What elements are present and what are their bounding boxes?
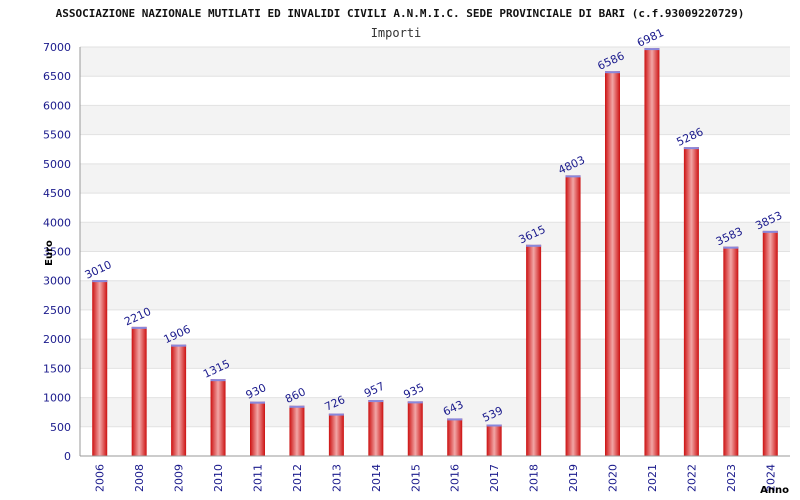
bar [644,48,660,457]
bar [526,244,542,456]
x-tick-label: 2016 [449,464,462,492]
y-axis-label: Euro [44,240,55,266]
grid-bands [80,46,790,457]
y-tick-label: 1000 [43,392,71,405]
grid-band [80,163,790,194]
y-tick-label: 1500 [43,362,71,375]
bar [171,344,187,456]
bar [368,400,384,456]
bar-top [683,147,699,150]
bar [762,230,778,456]
y-tick-label: 3000 [43,275,71,288]
y-tick-label: 7000 [43,41,71,54]
bar [565,175,581,457]
y-tick-label: 2500 [43,304,71,317]
grid-band [80,47,790,77]
x-tick-label: 2014 [370,464,383,492]
y-tick-label: 6500 [43,70,71,83]
bar-value-label: 6981 [635,26,666,50]
x-tick-label: 2019 [567,464,580,492]
y-tick-label: 500 [50,421,71,434]
bar-top [486,424,502,427]
bar-top [605,71,620,74]
bar [683,147,699,456]
x-axis-ticks: 2006 2008 2009 2010 2011 2012 2013 2014 2015 2016… [94,464,778,492]
x-tick-label: 2024 [764,464,777,492]
x-tick-label: 2020 [607,464,620,492]
bar-top [723,246,739,249]
bar [447,418,463,456]
bar [328,413,344,456]
bar-value-label: 3010 [83,258,114,282]
x-axis-label: Anno [760,485,789,496]
y-tick-label: 2000 [43,333,71,346]
bar-top [289,405,305,408]
bar-top [210,379,226,382]
grid-band [80,339,790,369]
bar-top [131,326,147,329]
x-tick-label: 2008 [133,464,146,492]
grid-band [80,222,790,252]
bar-top [407,401,423,404]
bar [250,401,265,456]
y-tick-label: 4000 [43,216,71,229]
x-tick-label: 2022 [685,464,698,492]
y-tick-label: 5000 [43,158,71,171]
x-tick-label: 2010 [212,464,225,492]
bar-top [526,244,542,247]
x-tick-label: 2015 [409,464,422,492]
y-tick-label: 6000 [43,99,71,112]
bar [605,71,620,457]
x-tick-label: 2011 [252,464,265,492]
bar [723,246,739,456]
bar [92,280,108,456]
bar-top [762,230,778,233]
x-tick-label: 2023 [725,464,738,492]
y-tick-label: 4500 [43,187,71,200]
bar [407,401,423,456]
chart-subtitle: Importi [371,26,422,40]
bar-top [368,400,384,403]
x-tick-label: 2017 [488,464,501,492]
chart-title: ASSOCIAZIONE NAZIONALE MUTILATI ED INVAL… [56,7,745,20]
x-tick-label: 2018 [528,464,541,492]
bar [486,424,502,456]
x-tick-label: 2021 [646,464,659,492]
y-tick-label: 3500 [43,246,71,259]
bar-top [644,48,660,51]
bar [131,326,147,456]
x-tick-label: 2009 [173,464,186,492]
bar-top [250,401,265,404]
x-tick-label: 2012 [291,464,304,492]
y-axis-ticks: 0 500 1000 1500 2000 2500 3000 3500 4000 4500 5000… [43,41,71,463]
grid-band [80,105,790,135]
bar-top [447,418,463,421]
bar [210,379,226,456]
bar-top [565,175,581,178]
bar-top [171,344,187,347]
y-tick-label: 5500 [43,129,71,142]
grid-band [80,397,790,427]
x-tick-label: 2006 [94,464,107,492]
bar-top [328,413,344,416]
bar [289,405,305,456]
y-tick-label: 0 [64,450,71,463]
bar-top [92,280,108,283]
x-tick-label: 2013 [330,464,343,492]
grid-band [80,280,790,310]
